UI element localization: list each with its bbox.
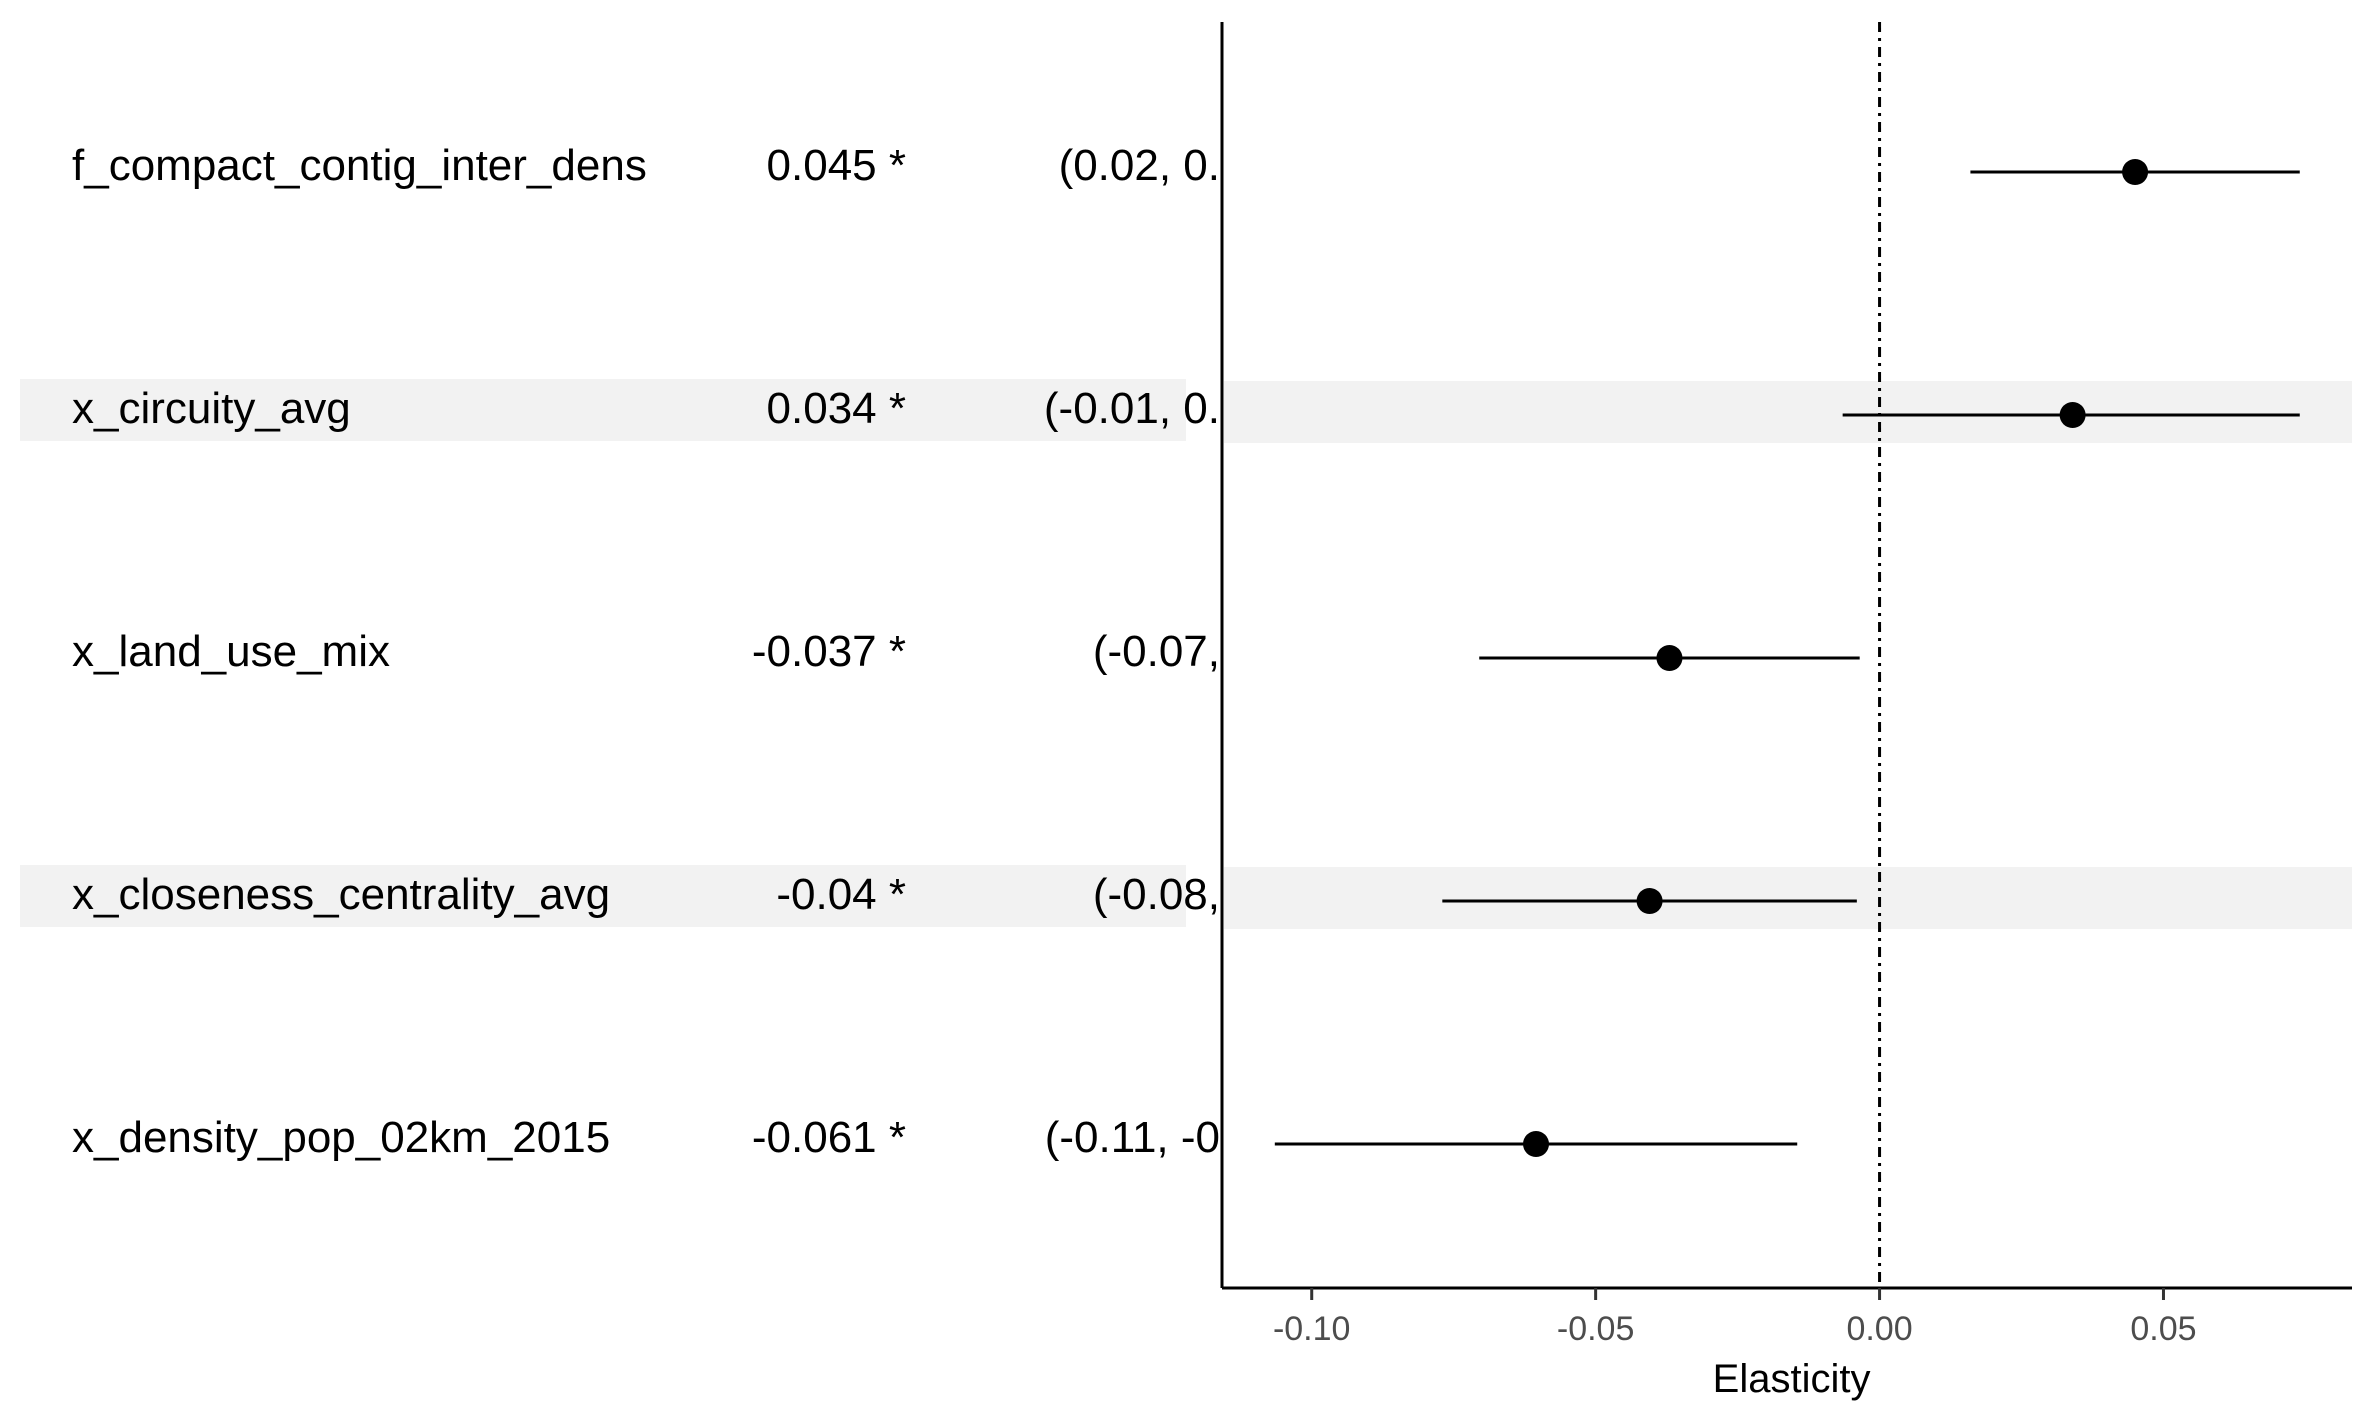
table-row: f_compact_contig_inter_dens 0.045 * (0.02,… [72,141,1220,190]
row-shade-table [20,379,1186,441]
estimate-label: 0.045 * [767,141,906,190]
row-shade-panel [1224,381,2352,443]
ci-label: (0.02, 0. [1059,141,1220,190]
x-tick-label: 0.00 [1846,1310,1912,1348]
ci-label: (-0.01, 0. [1044,384,1220,433]
coefficient-table: f_compact_contig_inter_dens 0.045 * (0.02,… [72,141,1220,1162]
estimate-label: 0.034 * [767,384,906,433]
row-shade-panel [1224,867,2352,929]
estimate-point [2059,402,2086,428]
x-axis-title: Elasticity [1713,1357,1871,1401]
estimate-label: -0.037 * [752,627,906,676]
x-axis-ticks: -0.10 -0.05 0.00 0.05 [1273,1288,2197,1348]
ci-label: (-0.07, [1093,627,1220,676]
ci-label: (-0.11, -0 [1045,1113,1220,1162]
estimate-point [1523,1131,1550,1157]
table-row: x_closeness_centrality_avg -0.04 * (-0.08, [72,870,1220,919]
x-tick-label: 0.05 [2130,1310,2196,1348]
variable-label: f_compact_contig_inter_dens [72,141,647,190]
estimate-label: -0.04 * [776,870,906,919]
variable-label: x_closeness_centrality_avg [72,870,610,919]
estimate-point [2122,159,2149,185]
variable-label: x_density_pop_02km_2015 [72,1113,610,1162]
estimate-label: -0.061 * [752,1113,906,1162]
variable-label: x_land_use_mix [72,627,390,676]
table-row: x_circuity_avg 0.034 * (-0.01, 0. [72,384,1220,433]
estimate-point [1656,645,1683,671]
table-row: x_land_use_mix -0.037 * (-0.07, [72,627,1220,676]
table-row: x_density_pop_02km_2015 -0.061 * (-0.11, -… [72,1113,1220,1162]
ci-label: (-0.08, [1093,870,1220,919]
variable-label: x_circuity_avg [72,384,351,433]
estimate-point [1636,888,1663,914]
x-tick-label: -0.10 [1273,1310,1351,1348]
x-tick-label: -0.05 [1557,1310,1635,1348]
estimate-marks [1274,159,2300,1157]
row-shading-layer [20,379,2352,929]
row-shade-table [20,865,1186,927]
